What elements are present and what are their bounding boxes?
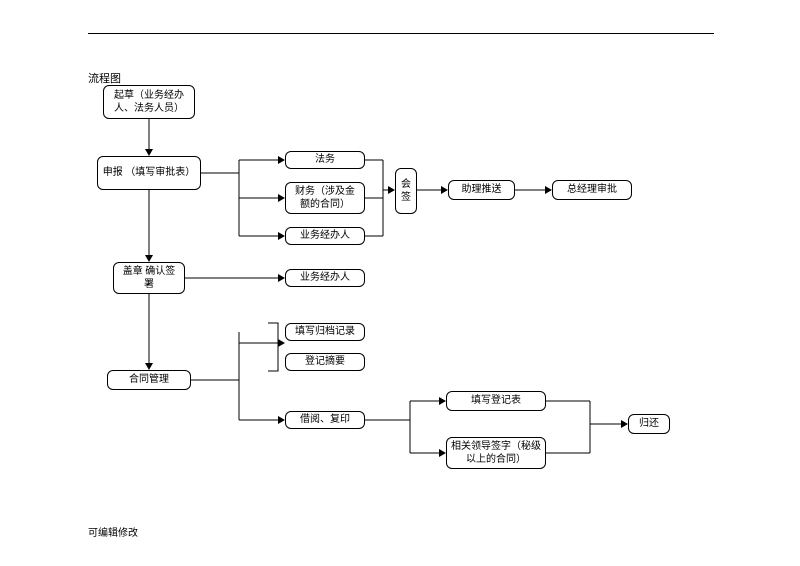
page-footer: 可编辑修改 bbox=[88, 524, 138, 539]
node-gm: 总经理审批 bbox=[552, 180, 632, 200]
node-handler1: 业务经办人 bbox=[285, 227, 365, 245]
node-fillreg: 填写登记表 bbox=[446, 391, 546, 411]
node-handler2: 业务经办人 bbox=[285, 269, 365, 287]
node-declare: 申报 （填写审批表） bbox=[97, 156, 201, 190]
node-contract: 合同管理 bbox=[107, 370, 191, 390]
node-summary: 登记摘要 bbox=[285, 353, 365, 371]
node-return: 归还 bbox=[628, 414, 670, 434]
page-title: 流程图 bbox=[88, 70, 121, 86]
node-counter: 会 签 bbox=[395, 168, 417, 214]
node-leader: 相关领导签字（秘级 以上的合同） bbox=[446, 437, 546, 469]
node-archive: 填写归档记录 bbox=[285, 323, 365, 341]
node-finance: 财务（涉及金 额的合同） bbox=[285, 182, 365, 214]
node-start: 起草（业务经办 人、法务人员） bbox=[103, 85, 195, 119]
node-assist: 助理推送 bbox=[448, 180, 515, 200]
page-rule bbox=[88, 33, 714, 34]
node-seal: 盖章 确认签署 bbox=[113, 262, 185, 294]
node-borrow: 借阅、复印 bbox=[285, 411, 365, 429]
node-legal: 法务 bbox=[285, 151, 365, 169]
